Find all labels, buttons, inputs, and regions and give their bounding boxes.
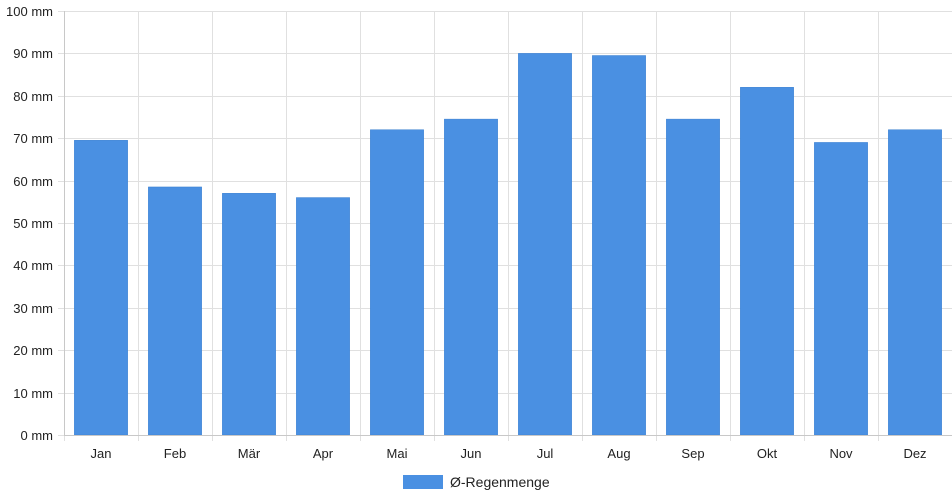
x-tick-label: Jan [91, 446, 112, 461]
legend-label[interactable]: Ø-Regenmenge [450, 474, 550, 490]
x-tick-label: Dez [903, 446, 926, 461]
x-tick-label: Okt [757, 446, 778, 461]
x-tick-label: Aug [607, 446, 630, 461]
x-tick-label: Jul [537, 446, 554, 461]
bar-series [74, 53, 942, 436]
bar-dez[interactable] [888, 129, 942, 436]
x-tick-label: Nov [829, 446, 853, 461]
x-tick-label: Sep [681, 446, 704, 461]
bar-mai[interactable] [370, 129, 424, 436]
x-tick-label: Mai [387, 446, 408, 461]
y-tick-label: 80 mm [13, 89, 53, 104]
x-tick-label: Mär [238, 446, 261, 461]
y-axis-tick-labels: 0 mm 10 mm 20 mm 30 mm 40 mm 50 mm 60 mm 70 mm 8… [6, 4, 53, 443]
y-tick-label: 20 mm [13, 343, 53, 358]
y-tick-label: 30 mm [13, 301, 53, 316]
bar-aug[interactable] [592, 55, 646, 436]
bar-feb[interactable] [148, 186, 202, 436]
y-tick-label: 100 mm [6, 4, 53, 19]
y-tick-label: 60 mm [13, 174, 53, 189]
bar-jan[interactable] [74, 140, 128, 436]
bar-apr[interactable] [296, 197, 350, 436]
y-tick-label: 70 mm [13, 131, 53, 146]
x-tick-label: Feb [164, 446, 186, 461]
y-tick-label: 50 mm [13, 216, 53, 231]
legend[interactable]: Ø-Regenmenge [403, 474, 550, 490]
bar-mär[interactable] [222, 193, 276, 436]
legend-swatch[interactable] [403, 475, 443, 489]
bar-jul[interactable] [518, 53, 572, 436]
axes [64, 11, 952, 436]
y-tick-label: 0 mm [21, 428, 54, 443]
y-tick-label: 40 mm [13, 258, 53, 273]
bar-sep[interactable] [666, 118, 720, 436]
y-tick-label: 10 mm [13, 386, 53, 401]
bar-jun[interactable] [444, 118, 498, 436]
bar-okt[interactable] [740, 87, 794, 436]
bar-nov[interactable] [814, 142, 868, 436]
x-tick-label: Jun [461, 446, 482, 461]
x-axis-tick-labels: Jan Feb Mär Apr Mai Jun Jul Aug Sep Okt Nov Dez [91, 446, 927, 461]
x-tick-label: Apr [313, 446, 334, 461]
y-tick-label: 90 mm [13, 46, 53, 61]
